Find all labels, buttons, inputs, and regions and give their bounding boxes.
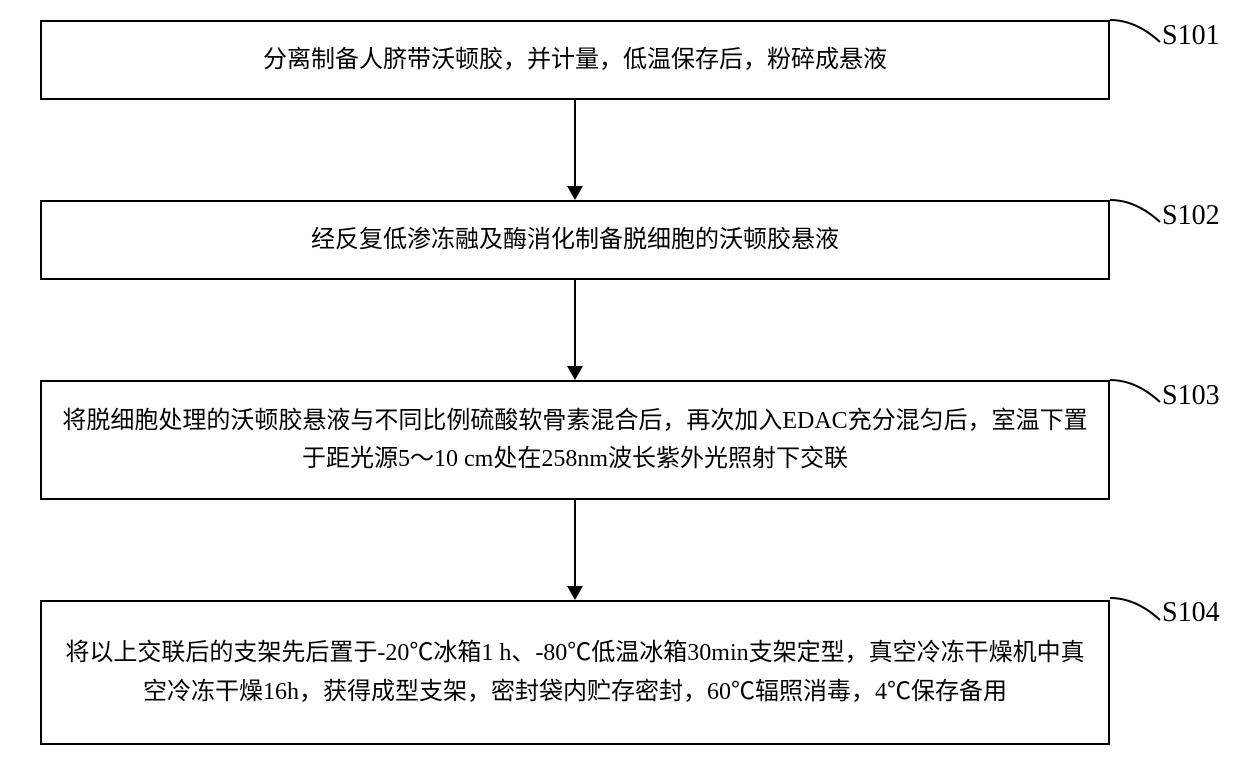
arrow-line-1 — [574, 100, 576, 186]
arrow-line-2 — [574, 280, 576, 366]
leader-s103 — [1108, 378, 1163, 408]
step-box-s103: 将脱细胞处理的沃顿胶悬液与不同比例硫酸软骨素混合后，再次加入EDAC充分混匀后，… — [40, 380, 1110, 500]
step-box-s104: 将以上交联后的支架先后置于-20℃冰箱1 h、-80℃低温冰箱30min支架定型… — [40, 600, 1110, 745]
step-label-s104: S104 — [1162, 597, 1220, 629]
step-text: 将脱细胞处理的沃顿胶悬液与不同比例硫酸软骨素混合后，再次加入EDAC充分混匀后，… — [62, 402, 1088, 479]
arrow-head-2 — [567, 366, 583, 380]
step-label-s103: S103 — [1162, 380, 1220, 412]
leader-s101 — [1108, 18, 1163, 48]
flowchart-canvas: 分离制备人脐带沃顿胶，并计量，低温保存后，粉碎成悬液 S101 经反复低渗冻融及… — [0, 0, 1240, 769]
leader-s104 — [1108, 596, 1163, 626]
arrow-head-3 — [567, 586, 583, 600]
step-text: 经反复低渗冻融及酶消化制备脱细胞的沃顿胶悬液 — [311, 221, 839, 259]
step-box-s102: 经反复低渗冻融及酶消化制备脱细胞的沃顿胶悬液 — [40, 200, 1110, 280]
step-text: 将以上交联后的支架先后置于-20℃冰箱1 h、-80℃低温冰箱30min支架定型… — [62, 634, 1088, 711]
arrow-head-1 — [567, 186, 583, 200]
arrow-line-3 — [574, 500, 576, 586]
step-label-s101: S101 — [1162, 20, 1220, 52]
leader-s102 — [1108, 198, 1163, 228]
step-label-s102: S102 — [1162, 200, 1220, 232]
step-text: 分离制备人脐带沃顿胶，并计量，低温保存后，粉碎成悬液 — [263, 41, 887, 79]
step-box-s101: 分离制备人脐带沃顿胶，并计量，低温保存后，粉碎成悬液 — [40, 20, 1110, 100]
